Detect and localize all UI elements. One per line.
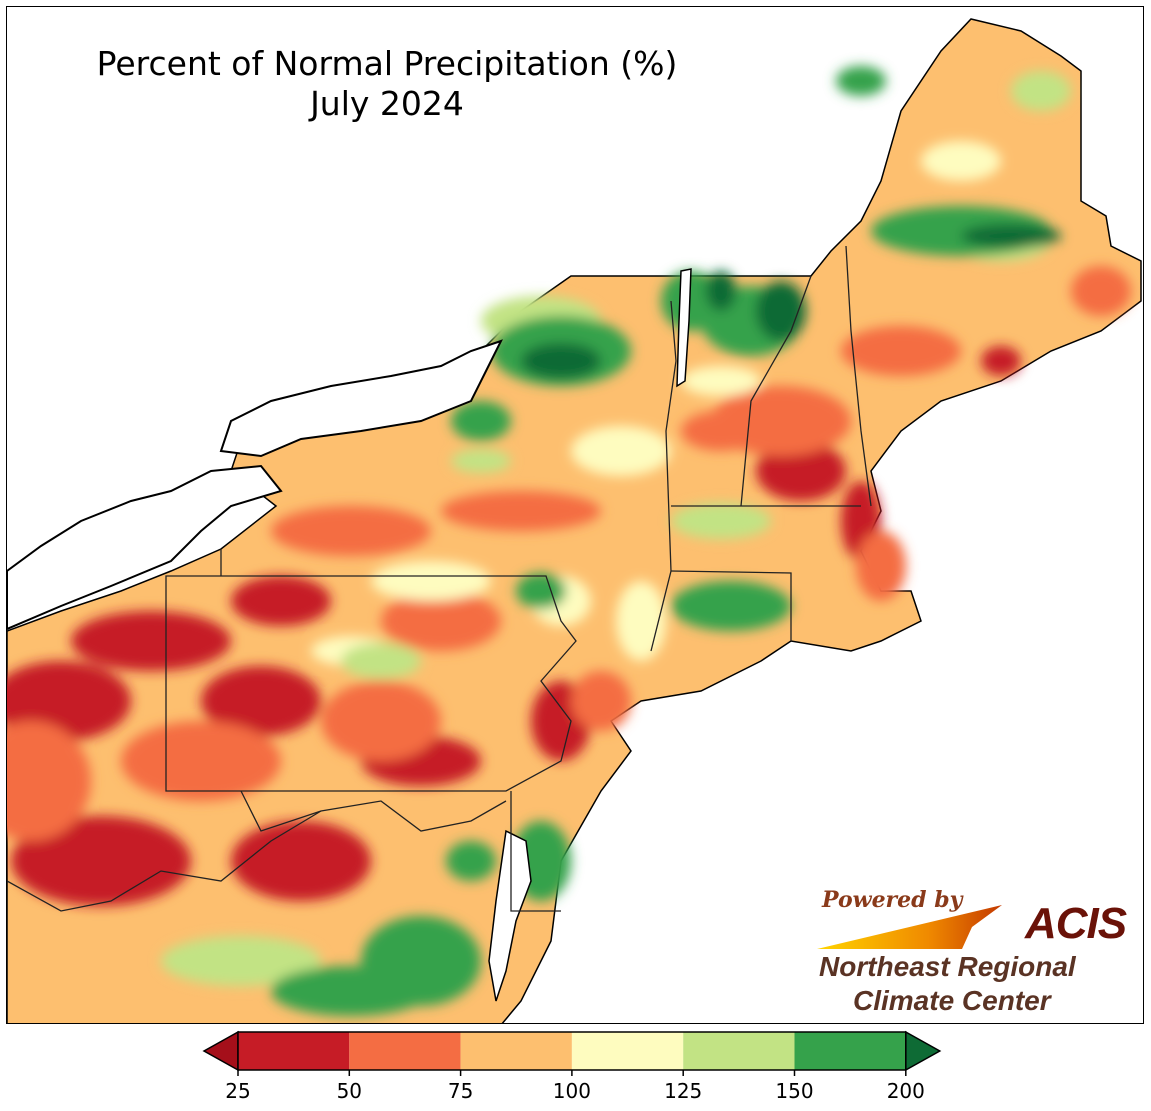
precip-patch [231, 821, 371, 901]
precip-patch [571, 426, 671, 476]
precip-patch [271, 966, 431, 1016]
colorbar-tick-label: 150 [775, 1079, 814, 1103]
precip-patch [441, 491, 601, 531]
colorbar-extend-high [905, 1030, 942, 1072]
precip-patch [446, 841, 496, 881]
precip-patch [516, 573, 566, 609]
map-subtitle-date: July 2024 [310, 84, 464, 123]
precip-patch [836, 66, 886, 96]
lake-erie [7, 464, 283, 631]
precip-patch [521, 343, 601, 379]
acis-swoosh-logo [817, 905, 1002, 949]
colorbar-bin-50 [349, 1032, 461, 1070]
precip-patch [921, 141, 1001, 181]
precip-patch [671, 581, 791, 631]
colorbar-tick-label: 50 [336, 1079, 363, 1103]
nrcc-name-line1: Northeast Regional [819, 951, 1076, 982]
precip-patch [161, 936, 321, 986]
precip-patch [571, 671, 631, 731]
precip-patch [451, 401, 511, 441]
precip-patch [1071, 266, 1131, 316]
precip-patch [756, 441, 846, 501]
precip-patch [371, 561, 491, 601]
nrcc-name-line2: Climate Center [853, 985, 1051, 1016]
colorbar [202, 1030, 942, 1076]
chesapeake-bay [488, 829, 532, 1002]
precip-patch [7, 721, 91, 841]
precip-patch [341, 643, 421, 679]
precip-patch [661, 271, 721, 331]
colorbar-bin-150 [794, 1032, 906, 1070]
state-borders [7, 245, 872, 912]
precip-patch [71, 611, 231, 671]
colorbar-tick-label: 75 [447, 1079, 474, 1103]
colorbar-tick-label: 100 [552, 1079, 591, 1103]
powered-by-label: Powered by [822, 887, 963, 913]
precip-patch [671, 503, 771, 539]
precip-patch [961, 224, 1061, 248]
acis-logo-text: ACIS [1025, 899, 1127, 948]
precip-patch [201, 666, 321, 736]
precip-patch [451, 449, 511, 473]
precipitation-map [7, 18, 1142, 1023]
colorbar-bin-100 [571, 1032, 684, 1070]
precip-patch [321, 681, 441, 761]
colorbar-tick-label: 125 [664, 1079, 703, 1103]
precip-patch [856, 531, 906, 601]
map-frame: Percent of Normal Precipitation (%) July… [6, 6, 1144, 1024]
colorbar-bin-75 [460, 1032, 572, 1070]
precip-patch [11, 816, 191, 906]
precip-patch [681, 366, 761, 396]
colorbar-bin-125 [683, 1032, 795, 1070]
precip-patch [981, 346, 1021, 376]
precip-patch [381, 591, 501, 651]
colorbar-tick-label: 200 [886, 1079, 925, 1103]
precip-patch [1011, 71, 1071, 111]
lake-champlain [676, 268, 692, 388]
precip-patch [706, 271, 736, 311]
colorbar-bin-25 [238, 1032, 350, 1070]
map-title: Percent of Normal Precipitation (%) [96, 44, 678, 83]
lake-ontario [219, 339, 503, 458]
colorbar-tick-label: 25 [225, 1079, 251, 1103]
precip-patch [121, 721, 281, 801]
colorbar-extend-low [202, 1030, 239, 1072]
precip-patch [7, 661, 131, 741]
precip-patch [681, 411, 761, 451]
precip-patch [841, 326, 961, 376]
precip-patch [271, 506, 431, 556]
precip-patch [231, 576, 331, 626]
